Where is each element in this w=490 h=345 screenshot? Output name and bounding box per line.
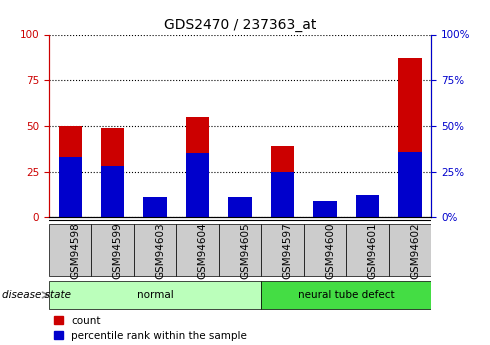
Bar (186, 153, 209, 217)
Bar (101, 166, 124, 217)
Text: GSM94599: GSM94599 (113, 222, 122, 279)
Text: GSM94604: GSM94604 (197, 222, 208, 279)
Text: GSM94605: GSM94605 (240, 222, 250, 279)
Bar (346, 224, 389, 276)
Bar (314, 201, 337, 217)
Bar (398, 151, 421, 217)
Bar (356, 195, 379, 217)
Bar (186, 117, 209, 217)
Text: GSM94598: GSM94598 (70, 222, 80, 279)
Text: GSM94602: GSM94602 (410, 222, 420, 279)
Bar (389, 224, 431, 276)
Bar (176, 224, 219, 276)
Bar (228, 201, 252, 217)
Text: GSM94597: GSM94597 (283, 222, 293, 279)
Bar (261, 224, 304, 276)
Bar (92, 224, 134, 276)
Bar (49, 224, 92, 276)
Bar (314, 201, 337, 217)
Text: GSM94600: GSM94600 (325, 222, 335, 279)
Legend: count, percentile rank within the sample: count, percentile rank within the sample (54, 316, 247, 341)
Bar (101, 128, 124, 217)
Bar (49, 281, 261, 309)
Text: GSM94601: GSM94601 (368, 222, 377, 279)
Title: GDS2470 / 237363_at: GDS2470 / 237363_at (164, 18, 316, 32)
Text: normal: normal (137, 290, 173, 300)
Bar (304, 224, 346, 276)
Bar (398, 58, 421, 217)
Bar (271, 171, 294, 217)
Text: disease state: disease state (2, 290, 72, 300)
Bar (59, 157, 82, 217)
Bar (356, 195, 379, 217)
Bar (59, 126, 82, 217)
Bar (271, 146, 294, 217)
Text: neural tube defect: neural tube defect (298, 290, 394, 300)
Text: GSM94603: GSM94603 (155, 222, 165, 279)
Bar (134, 224, 176, 276)
Bar (219, 224, 261, 276)
Bar (228, 197, 252, 217)
Bar (261, 281, 431, 309)
Bar (144, 197, 167, 217)
Bar (144, 205, 167, 217)
